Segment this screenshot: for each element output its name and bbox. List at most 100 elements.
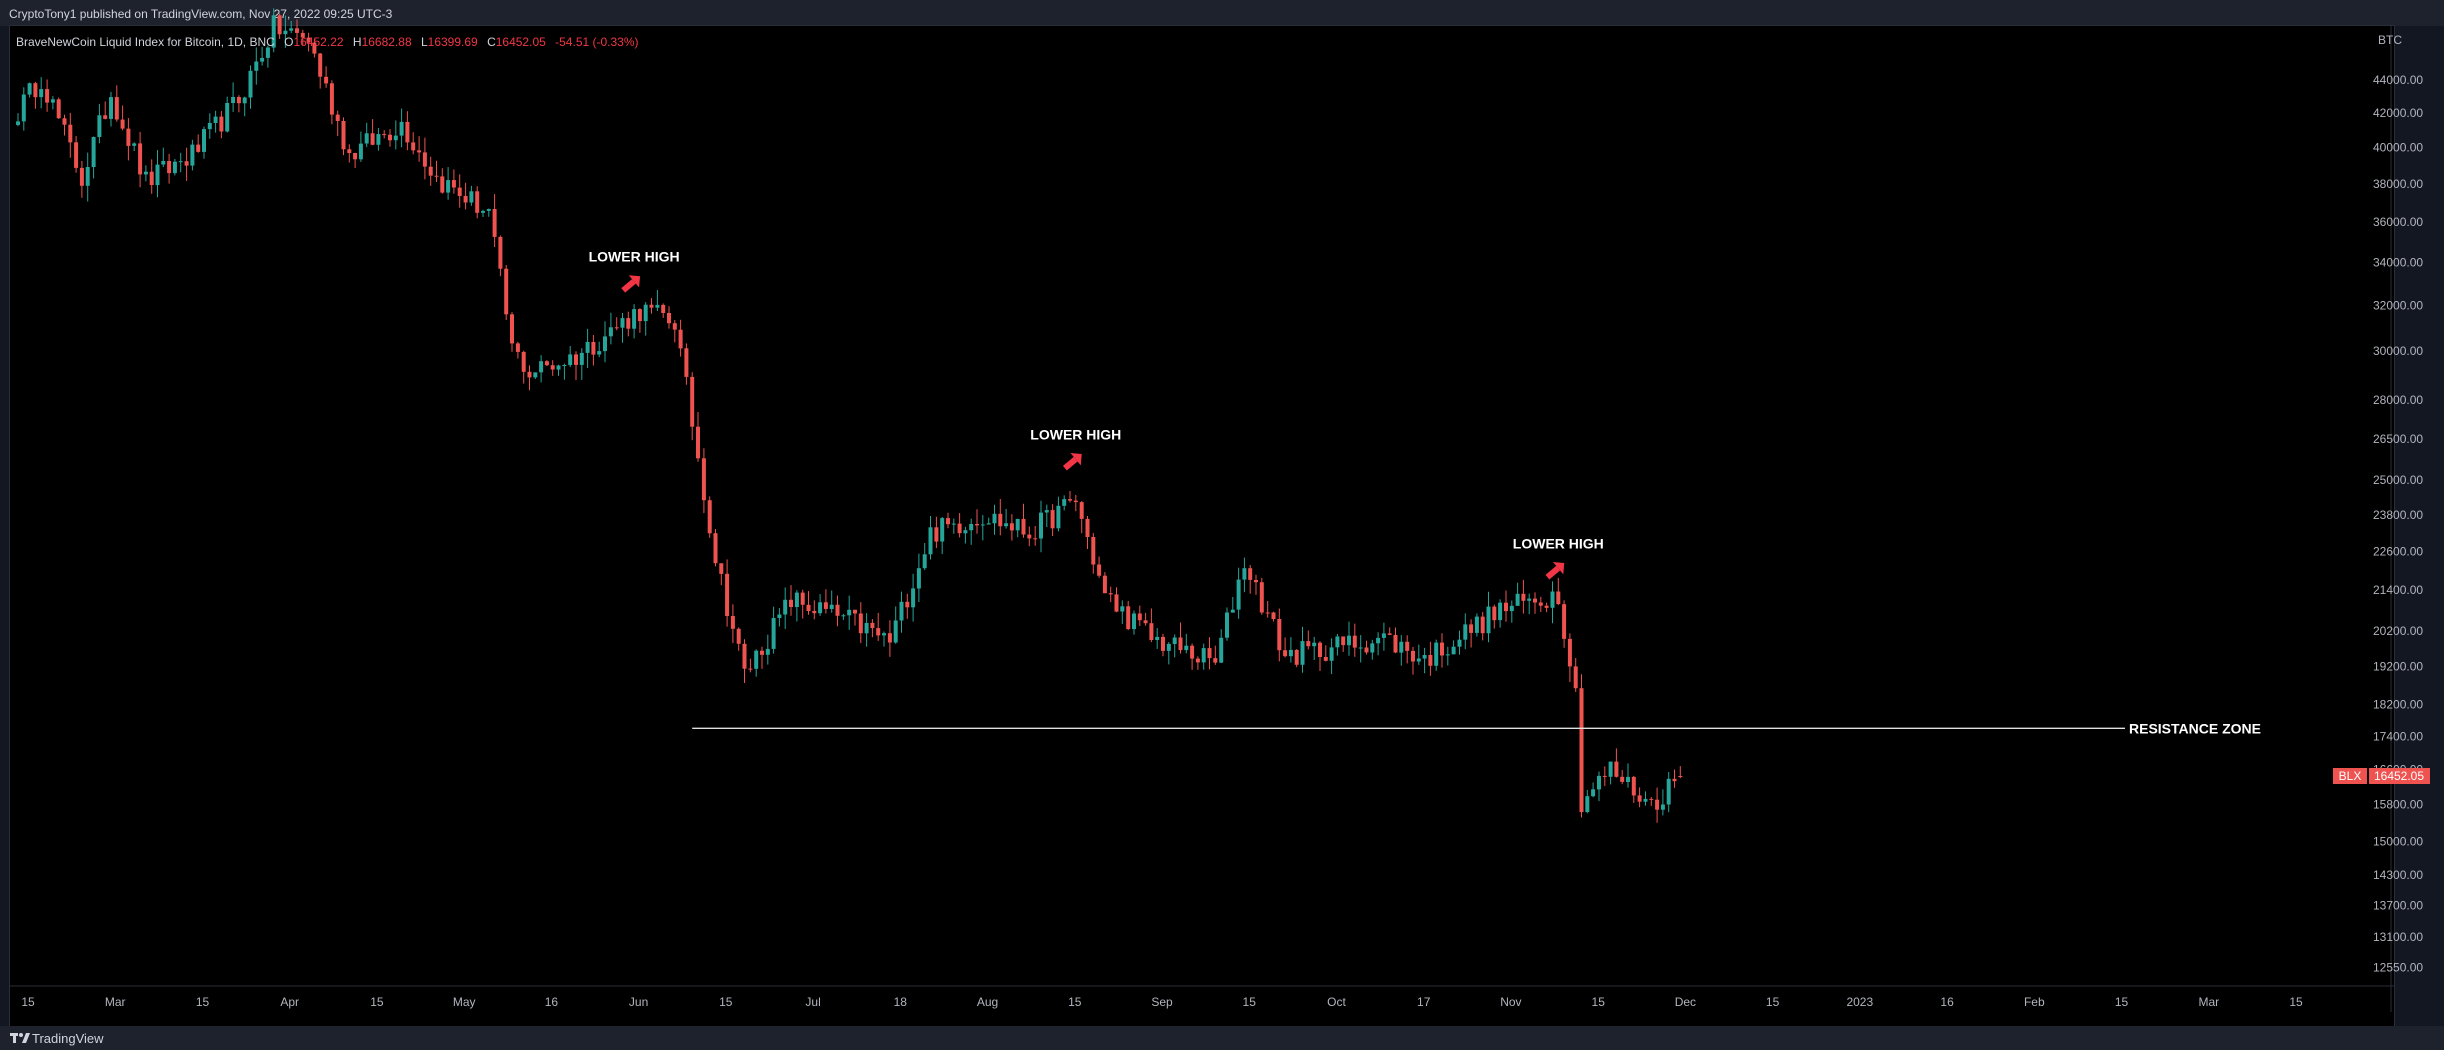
candle-body [85, 167, 90, 186]
candle-body [265, 47, 270, 58]
candle [1172, 634, 1177, 658]
candle [696, 412, 700, 462]
price-tick-label: 13700.00 [2373, 899, 2423, 913]
candle [469, 185, 474, 206]
candle-body [1225, 612, 1229, 638]
chart-pane[interactable] [9, 25, 2395, 1027]
candle [1039, 500, 1043, 553]
candle [539, 355, 544, 383]
candle-body [27, 83, 32, 95]
candle-body [864, 622, 869, 634]
candle [33, 81, 38, 109]
candle [957, 513, 962, 538]
candle [963, 526, 968, 544]
candle-body [1021, 518, 1026, 535]
candle-body [388, 134, 392, 141]
candle-body [765, 648, 770, 655]
candle [1556, 577, 1561, 606]
down-arrow-icon [621, 275, 641, 293]
price-axis-currency: BTC [2378, 33, 2402, 47]
time-tick-label: 15 [1766, 995, 1780, 1009]
candle-body [132, 143, 137, 146]
candle [812, 600, 817, 620]
candle-body [1381, 633, 1386, 638]
candle-body [114, 97, 119, 120]
candle [329, 80, 334, 125]
candle [748, 658, 753, 673]
candle [603, 321, 607, 363]
candle-body [1562, 604, 1567, 639]
candle-body [916, 568, 921, 589]
candle [510, 312, 514, 352]
candle-body [940, 518, 945, 542]
candle-body [283, 30, 288, 35]
candle-body [236, 97, 241, 104]
candle [306, 32, 311, 52]
candle-body [103, 115, 108, 119]
candle [701, 448, 706, 514]
candle [172, 159, 177, 176]
candle-body [376, 134, 381, 145]
candle [1387, 627, 1392, 636]
candle [864, 613, 869, 647]
candle [1544, 602, 1549, 613]
candle-body [469, 191, 474, 203]
candle [1509, 600, 1514, 623]
candle [1149, 608, 1154, 643]
candle-body [783, 599, 788, 615]
candle [1416, 644, 1421, 665]
price-tick-label: 30000.00 [2373, 344, 2423, 358]
candle-body [341, 121, 346, 150]
candle [637, 308, 642, 333]
candle [690, 372, 695, 441]
last-price-tag [2369, 768, 2430, 784]
candle-body [1411, 650, 1415, 662]
candle [167, 153, 172, 184]
candle-body [893, 620, 898, 643]
candle-body [568, 354, 573, 366]
price-tick-label: 19200.00 [2373, 660, 2423, 674]
candle-body [1486, 606, 1491, 634]
candle [951, 518, 956, 534]
candle [1597, 771, 1601, 802]
candle [1358, 635, 1363, 663]
candle [1219, 629, 1224, 664]
candle-body [1399, 641, 1404, 653]
resistance-zone-label: RESISTANCE ZONE [2129, 720, 2261, 736]
candle [318, 53, 323, 89]
candle [1271, 611, 1276, 622]
down-arrow-icon [1545, 562, 1565, 580]
candle-body [1155, 636, 1160, 640]
price-tick-label: 14300.00 [2373, 868, 2423, 882]
candle [911, 573, 916, 622]
candle [1550, 581, 1555, 624]
price-tick-label: 25000.00 [2373, 473, 2423, 487]
candle [138, 131, 143, 188]
candle [364, 122, 369, 148]
candle [765, 634, 770, 665]
candle [980, 515, 985, 541]
tradingview-brand: TradingView [32, 1031, 104, 1046]
candle [922, 543, 927, 570]
candle-body [1091, 537, 1096, 565]
candle-body [556, 365, 561, 370]
candle [1161, 633, 1165, 657]
candle-body [260, 58, 265, 62]
candle [1672, 769, 1677, 788]
price-tick-label: 20200.00 [2373, 624, 2423, 638]
candle-body [1474, 616, 1479, 633]
last-price-value: 16452.05 [2374, 769, 2424, 783]
candle [341, 117, 346, 156]
candle [1259, 577, 1264, 615]
candle-body [539, 361, 544, 373]
candle [893, 606, 898, 644]
time-tick-label: Oct [1327, 995, 1346, 1009]
candle-body [696, 426, 700, 459]
candle [1132, 610, 1136, 635]
candle-body [853, 609, 857, 614]
candle-body [1585, 796, 1590, 812]
candle-body [178, 161, 183, 163]
candle [184, 147, 189, 181]
candle-body [1504, 602, 1508, 612]
